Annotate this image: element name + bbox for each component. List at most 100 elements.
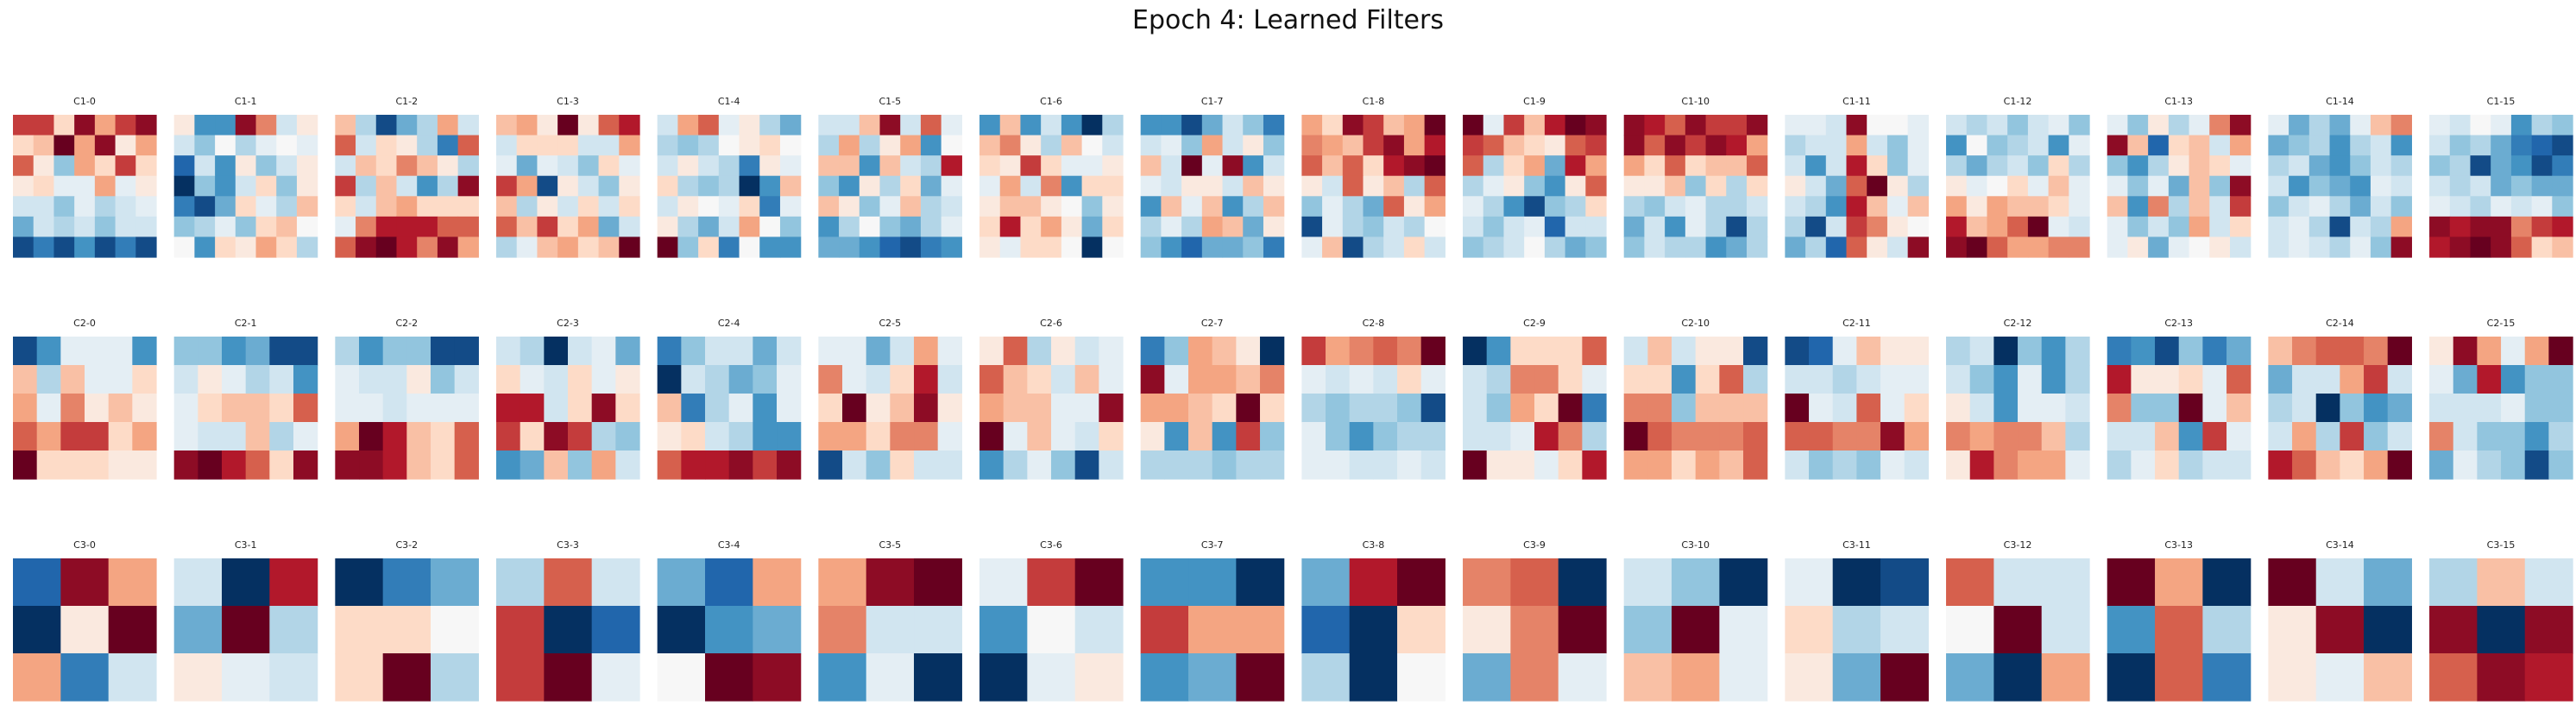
heatmap-cell	[2370, 216, 2392, 238]
heatmap-cell	[759, 236, 781, 258]
heatmap-cell	[1181, 196, 1203, 217]
heatmap-cell	[2202, 653, 2252, 702]
heatmap-cell	[1719, 394, 1744, 423]
heatmap-cell	[1585, 196, 1607, 217]
heatmap-cell	[1558, 451, 1583, 480]
heatmap-cell	[2429, 606, 2478, 654]
heatmap-cell	[1397, 558, 1445, 607]
heatmap-cell	[1825, 155, 1848, 177]
heatmap-cell	[2107, 422, 2132, 451]
heatmap-cell	[1363, 196, 1384, 217]
heatmap-cell	[496, 558, 545, 607]
heatmap-cell	[728, 422, 753, 451]
heatmap-cell	[222, 606, 270, 654]
heatmap-cell	[457, 216, 479, 238]
heatmap-cell	[2230, 236, 2252, 258]
heatmap-cell	[1236, 365, 1261, 394]
heatmap-cell	[2209, 196, 2231, 217]
heatmap-cell	[2390, 155, 2412, 177]
heatmap-cell	[914, 337, 939, 366]
heatmap-cell	[36, 451, 61, 480]
heatmap-cell	[60, 606, 110, 654]
heatmap-cell	[2027, 216, 2050, 238]
heatmap-cell	[1260, 422, 1285, 451]
heatmap-cell	[135, 175, 157, 197]
filter-label: C1-2	[395, 96, 418, 107]
heatmap-cell	[245, 337, 270, 366]
heatmap-cell	[866, 365, 891, 394]
heatmap-cell	[2027, 115, 2050, 136]
heatmap-cell	[396, 115, 418, 136]
heatmap-cell	[1081, 115, 1103, 136]
heatmap-cell	[2155, 394, 2180, 423]
heatmap-cell	[2370, 135, 2392, 156]
heatmap-cell	[2127, 155, 2149, 177]
heatmap-cell	[557, 216, 579, 238]
heatmap-cell	[1809, 422, 1834, 451]
heatmap-cell	[1695, 365, 1720, 394]
heatmap-cell	[2429, 115, 2451, 136]
heatmap-cell	[1743, 451, 1768, 480]
heatmap-cell	[276, 175, 298, 197]
heatmap-cell	[2491, 115, 2512, 136]
heatmap-cell	[222, 451, 247, 480]
heatmap-cell	[839, 216, 860, 238]
heatmap-cell	[2350, 175, 2371, 197]
heatmap-cell	[173, 337, 198, 366]
heatmap-cell	[1051, 337, 1076, 366]
heatmap-cell	[1785, 236, 1806, 258]
heatmap-cell	[454, 451, 479, 480]
heatmap-cell	[537, 135, 558, 156]
heatmap-cell	[108, 422, 133, 451]
heatmap-cell	[1510, 558, 1559, 607]
filter-label: C1-13	[2164, 96, 2193, 107]
heatmap-cell	[276, 155, 298, 177]
heatmap-cell	[2230, 135, 2252, 156]
heatmap-cell	[2364, 394, 2389, 423]
heatmap-cell	[2292, 394, 2317, 423]
heatmap-cell	[1383, 216, 1405, 238]
heatmap-cell	[1904, 365, 1929, 394]
heatmap-cell	[1181, 155, 1203, 177]
heatmap-cell	[1397, 653, 1445, 702]
heatmap-cell	[753, 653, 802, 702]
heatmap-cell	[108, 606, 157, 654]
heatmap-cell	[115, 155, 136, 177]
heatmap-cell	[2268, 451, 2293, 480]
heatmap-cell	[1164, 394, 1189, 423]
heatmap-cell	[235, 236, 257, 258]
heatmap-cell	[914, 606, 962, 654]
heatmap-cell	[1510, 422, 1535, 451]
heatmap-cell	[13, 394, 38, 423]
heatmap-cell	[74, 236, 96, 258]
heatmap-cell	[1003, 451, 1028, 480]
heatmap-cell	[1383, 175, 1405, 197]
heatmap-cell	[1420, 394, 1445, 423]
heatmap-cell	[417, 216, 438, 238]
heatmap-cell	[1832, 558, 1881, 607]
filter-panel-c2-3: C2-3	[496, 318, 640, 480]
heatmap-cell	[657, 196, 678, 217]
filter-panel-c1-5: C1-5	[818, 96, 962, 258]
heatmap-cell	[194, 175, 216, 197]
heatmap-cell	[2148, 236, 2170, 258]
heatmap-cell	[1832, 451, 1857, 480]
heatmap-cell	[1188, 606, 1237, 654]
heatmap-cell	[382, 451, 407, 480]
heatmap-cell	[1907, 115, 1929, 136]
heatmap-cell	[457, 135, 479, 156]
heatmap-cell	[657, 451, 682, 480]
heatmap-cell	[2510, 216, 2533, 238]
heatmap-cell	[1140, 196, 1162, 217]
heatmap-cell	[2429, 175, 2451, 197]
filter-label: C1-15	[2487, 96, 2516, 107]
heatmap-cell	[728, 394, 753, 423]
heatmap-cell	[269, 558, 318, 607]
heatmap-cell	[2329, 175, 2351, 197]
heatmap-cell	[222, 337, 247, 366]
heatmap-cell	[60, 365, 85, 394]
heatmap-cell	[2178, 394, 2203, 423]
heatmap-cell	[1222, 196, 1244, 217]
heatmap-cell	[1424, 216, 1445, 238]
heatmap-cell	[1263, 216, 1285, 238]
